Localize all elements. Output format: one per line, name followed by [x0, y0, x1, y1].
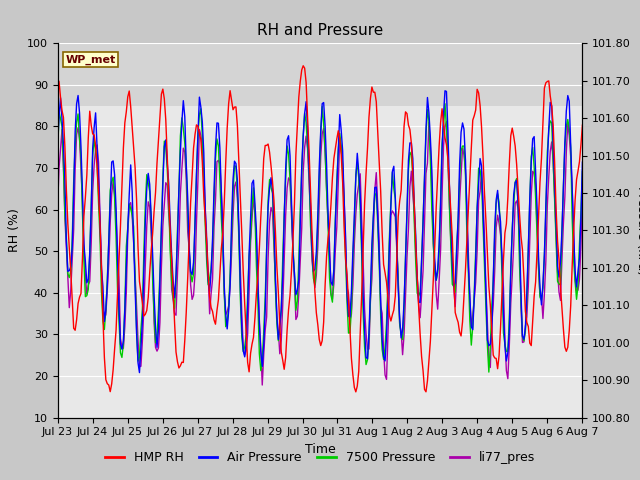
Y-axis label: Pressure (kPa): Pressure (kPa) — [634, 186, 640, 275]
Text: WP_met: WP_met — [65, 54, 116, 65]
Title: RH and Pressure: RH and Pressure — [257, 23, 383, 38]
X-axis label: Time: Time — [305, 443, 335, 456]
Bar — [58, 43, 582, 106]
Y-axis label: RH (%): RH (%) — [8, 208, 21, 252]
Legend: HMP RH, Air Pressure, 7500 Pressure, li77_pres: HMP RH, Air Pressure, 7500 Pressure, li7… — [100, 446, 540, 469]
